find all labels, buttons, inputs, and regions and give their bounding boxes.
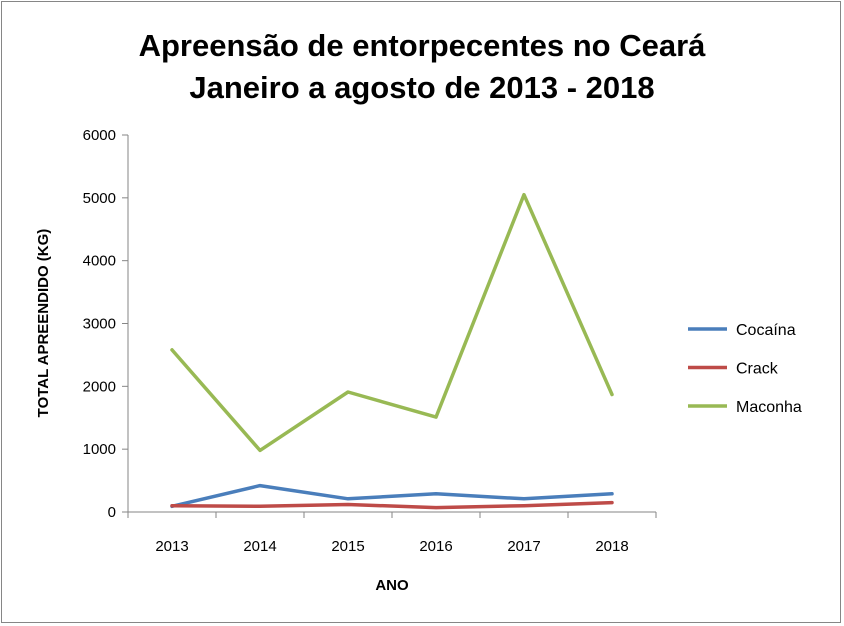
x-tick-label: 2018	[595, 538, 628, 555]
data-point	[522, 193, 526, 197]
series-line-cocaina	[170, 483, 614, 509]
data-point	[258, 504, 262, 508]
legend-label: Cocaína	[736, 322, 796, 339]
data-point	[522, 497, 526, 501]
data-point	[610, 492, 614, 496]
data-point	[346, 497, 350, 501]
data-point	[346, 502, 350, 506]
series-lines	[170, 192, 614, 510]
data-point	[610, 501, 614, 505]
data-point	[170, 504, 174, 508]
y-tick-label: 2000	[83, 378, 116, 395]
x-tick-label: 2017	[507, 538, 540, 555]
series-line-crack	[170, 500, 614, 510]
chart-subtitle: Janeiro a agosto de 2013 - 2018	[189, 70, 654, 105]
x-tick-labels: 2013 2014 2015 2016 2017 2018	[155, 538, 628, 555]
y-tick-labels: 0 1000 2000 3000 4000 5000 6000	[83, 127, 116, 521]
data-point	[258, 448, 262, 452]
chart-title: Apreensão de entorpecentes no Ceará	[139, 28, 707, 63]
x-tick-label: 2016	[419, 538, 452, 555]
y-tick-label: 5000	[83, 190, 116, 207]
legend-label: Maconha	[736, 399, 802, 416]
data-point	[258, 484, 262, 488]
x-tick-label: 2014	[243, 538, 276, 555]
data-point	[434, 415, 438, 419]
series-line-maconha	[170, 192, 614, 453]
data-point	[434, 506, 438, 510]
axes	[122, 134, 657, 518]
data-point	[170, 348, 174, 352]
y-axis-title: TOTAL APREENDIDO (KG)	[35, 229, 52, 418]
x-tick-label: 2013	[155, 538, 188, 555]
legend: Cocaína Crack Maconha	[688, 322, 802, 416]
y-tick-label: 0	[108, 504, 116, 521]
data-point	[610, 393, 614, 397]
y-tick-label: 6000	[83, 127, 116, 144]
x-tick-label: 2015	[331, 538, 364, 555]
data-point	[346, 390, 350, 394]
y-tick-label: 1000	[83, 441, 116, 458]
y-tick-label: 3000	[83, 316, 116, 333]
data-point	[434, 492, 438, 496]
legend-label: Crack	[736, 361, 779, 378]
x-axis-title: ANO	[375, 577, 409, 594]
y-tick-label: 4000	[83, 253, 116, 270]
data-point	[522, 504, 526, 508]
